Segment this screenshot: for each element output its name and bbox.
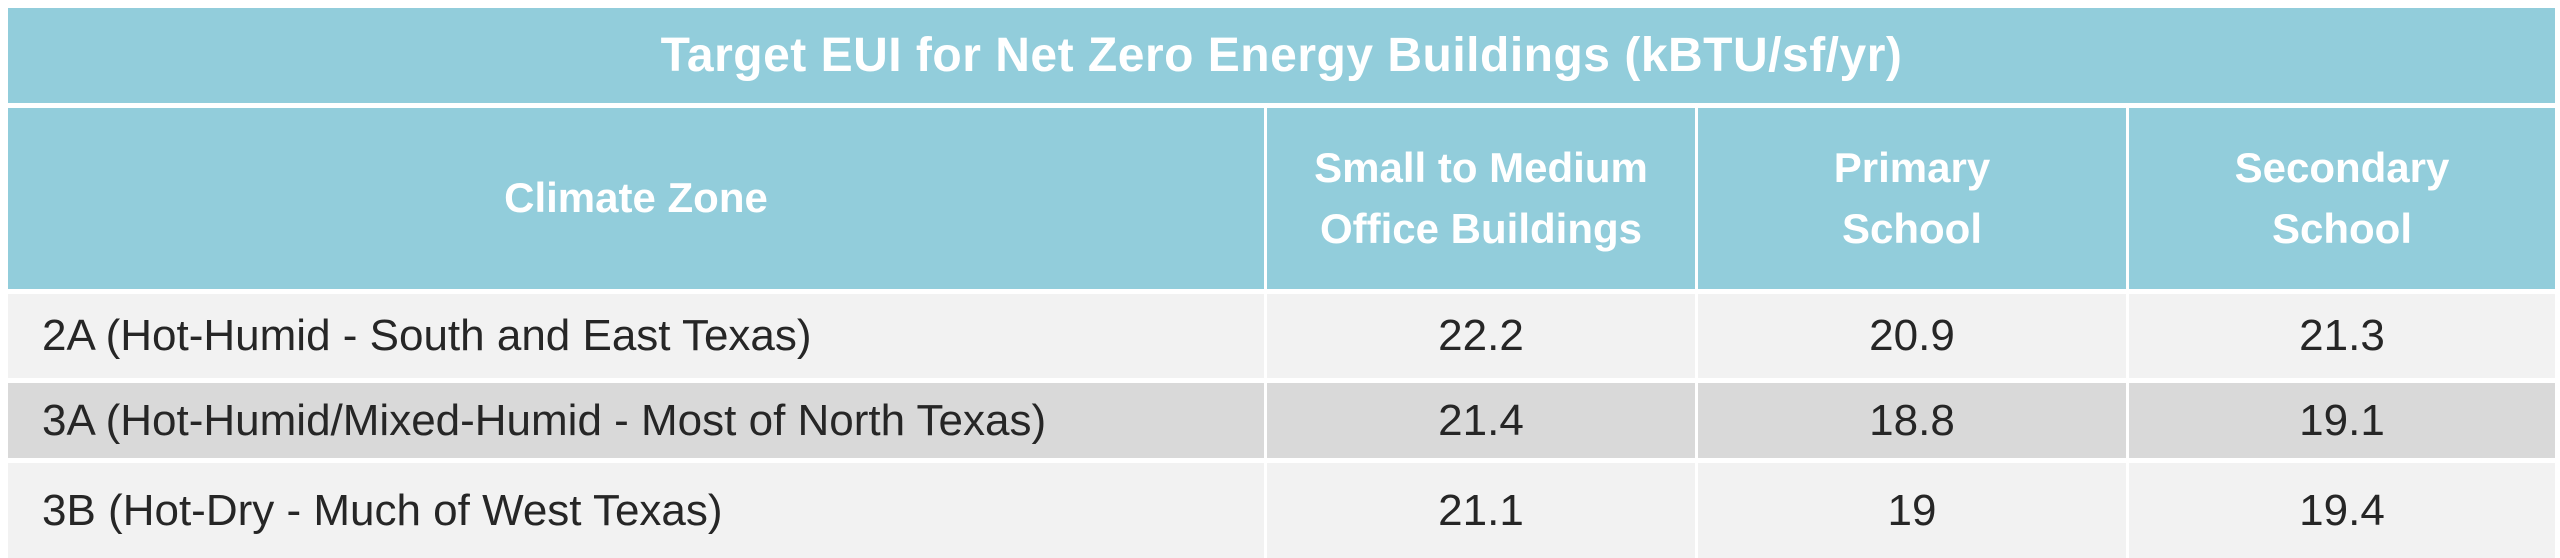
table-row-2a-primary-value: 20.9 (1698, 294, 2126, 378)
table-row-3b-zone: 3B (Hot-Dry - Much of West Texas) (8, 463, 1264, 558)
table-row-3a-office-value: 21.4 (1267, 383, 1695, 458)
column-header-secondary-school: Secondary School (2129, 108, 2555, 289)
table-row-3a-secondary-value: 19.1 (2129, 383, 2555, 458)
table-row-2a-secondary-value: 21.3 (2129, 294, 2555, 378)
table-row-3b-office-value: 21.1 (1267, 463, 1695, 558)
table-row-3b-secondary-value: 19.4 (2129, 463, 2555, 558)
column-header-office-buildings: Small to Medium Office Buildings (1267, 108, 1695, 289)
header-line: Secondary (2234, 143, 2450, 191)
table-row-2a-zone: 2A (Hot-Humid - South and East Texas) (8, 294, 1264, 378)
column-header-primary-school: Primary School (1698, 108, 2126, 289)
header-line: Office Buildings (1319, 204, 1642, 252)
table-row-3a-zone: 3A (Hot-Humid/Mixed-Humid - Most of Nort… (8, 383, 1264, 458)
table-row-3b-primary-value: 19 (1698, 463, 2126, 558)
header-line: School (2271, 204, 2412, 252)
header-line: Small to Medium (1314, 143, 1648, 191)
table-row-3a-primary-value: 18.8 (1698, 383, 2126, 458)
column-header-climate-zone: Climate Zone (8, 108, 1264, 289)
header-line: School (1841, 204, 1982, 252)
table-title: Target EUI for Net Zero Energy Buildings… (8, 8, 2555, 103)
header-line: Primary (1833, 143, 1991, 191)
table-row-2a-office-value: 22.2 (1267, 294, 1695, 378)
